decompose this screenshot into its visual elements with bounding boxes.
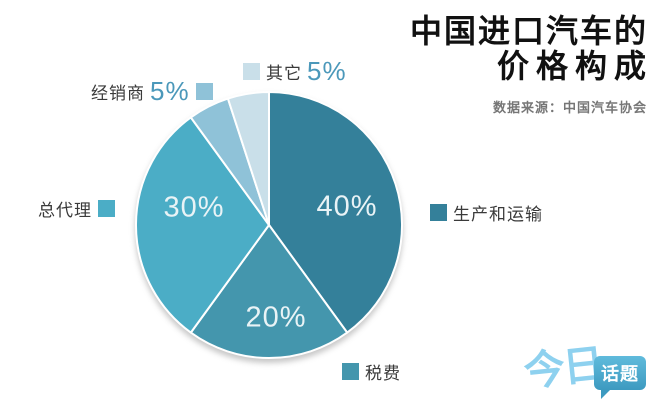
legend-item-general-agent: 总代理 — [38, 196, 115, 221]
logo-text-jinri: 今日 — [521, 341, 605, 395]
page-title-line2: 价格构成 — [496, 48, 653, 84]
legend-label-other: 其它 — [266, 64, 302, 83]
legend-label-dealer: 经销商 — [91, 84, 145, 103]
slice-value-tax: 20% — [245, 301, 307, 334]
legend-item-dealer: 经销商 5% — [91, 76, 213, 107]
legend-value-dealer: 5% — [150, 76, 190, 106]
slice-value-general-agent: 30% — [163, 191, 225, 224]
legend-item-tax: 税费 — [342, 359, 401, 384]
pie-slice-other — [226, 90, 270, 226]
pie-slice-production-transport — [268, 91, 404, 334]
legend-marker-other-icon — [243, 63, 260, 80]
pie-slices — [135, 90, 404, 360]
legend-marker-general-agent-icon — [98, 200, 115, 217]
legend-item-production-transport: 生产和运输 — [430, 200, 543, 225]
legend-label-general-agent: 总代理 — [38, 201, 92, 220]
pie-slice-tax — [189, 224, 349, 360]
legend-marker-dealer-icon — [195, 83, 213, 100]
legend-label-tax: 税费 — [365, 364, 401, 383]
logo-speech-bubble-huati: 话题 — [594, 356, 646, 399]
legend-item-other: 其它 5% — [243, 56, 347, 87]
legend-label-production-transport: 生产和运输 — [453, 205, 543, 224]
legend-marker-tax-icon — [342, 363, 359, 380]
legend-marker-production-transport-icon — [430, 204, 447, 221]
title-block: 中国进口汽车的 价格构成 数据来源：中国汽车协会 — [410, 14, 646, 116]
legend-value-other: 5% — [307, 56, 347, 86]
brand-logo: 今日 话题 — [520, 341, 652, 399]
slice-value-production-transport: 40% — [316, 190, 378, 223]
page-title-line1: 中国进口汽车的 — [409, 13, 648, 49]
pie-slice-general-agent — [135, 116, 270, 334]
data-source-note: 数据来源：中国汽车协会 — [492, 100, 647, 115]
